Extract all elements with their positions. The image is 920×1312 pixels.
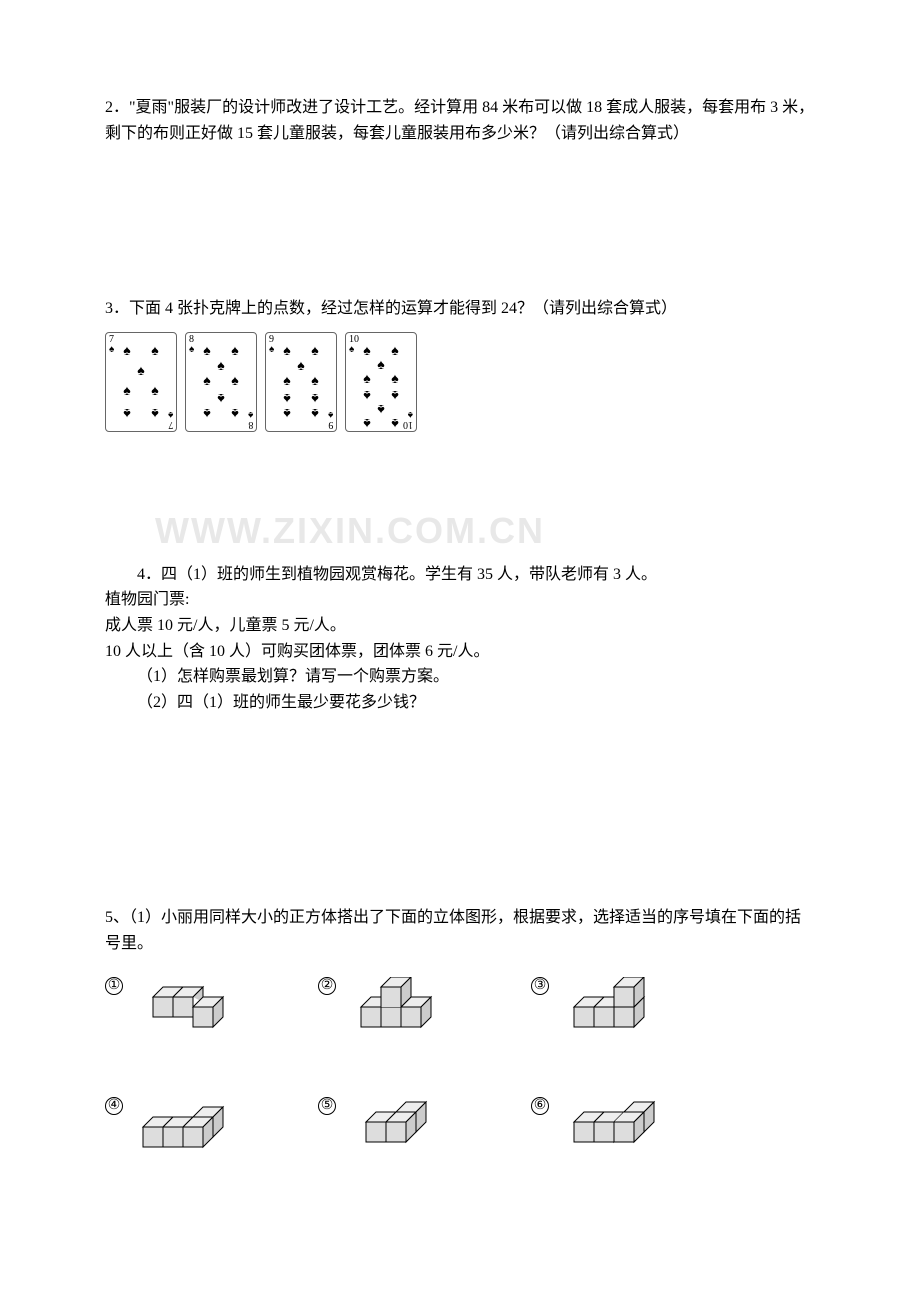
card-corner-label: 8♠ [248,409,253,429]
shape-num: ② [318,977,336,995]
question-5: 5、（1）小丽用同样大小的正方体搭出了下面的立体图形，根据要求，选择适当的序号填… [105,905,815,1156]
shape-3: ③ [531,977,664,1037]
q2-text: 2．"夏雨"服装厂的设计师改进了设计工艺。经计算用 84 米布可以做 18 套成… [105,99,814,142]
cards-row: 7♠ ♠♠ ♠ ♠♠ ♠♠ 7♠ 8♠ ♠♠ ♠ ♠♠ ♠ ♠♠ 8♠ 9♠ ♠… [105,332,815,432]
q4-line4: 10 人以上（含 10 人）可购买团体票，团体票 6 元/人。 [105,639,815,665]
watermark: WWW.ZIXIN.COM.CN [155,502,545,560]
cube-shape-icon [351,977,451,1037]
card-9: 9♠ ♠♠ ♠ ♠♠ ♠♠ ♠♠ 9♠ [265,332,337,432]
cube-shape-icon [564,977,664,1037]
shape-num: ① [105,977,123,995]
shape-num: ⑤ [318,1097,336,1115]
shape-num: ③ [531,977,549,995]
shape-6: ⑥ [531,1097,664,1157]
q4-line2: 植物园门票: [105,587,815,613]
shape-4: ④ [105,1097,238,1157]
card-corner-label: 9♠ [269,335,274,355]
q3-text: 3．下面 4 张扑克牌上的点数，经过怎样的运算才能得到 24？（请列出综合算式） [105,296,815,322]
card-corner-label: 10♠ [403,409,413,429]
question-3: 3．下面 4 张扑克牌上的点数，经过怎样的运算才能得到 24？（请列出综合算式）… [105,296,815,432]
shape-5: ⑤ [318,1097,451,1157]
question-4: 4．四（1）班的师生到植物园观赏梅花。学生有 35 人，带队老师有 3 人。 植… [105,562,815,716]
card-corner-label: 7♠ [109,335,114,355]
q4-sub1: （1）怎样购票最划算？请写一个购票方案。 [105,664,815,690]
q4-sub2: （2）四（1）班的师生最少要花多少钱？ [105,690,815,716]
cube-shape-icon [138,1097,238,1157]
q4-line3: 成人票 10 元/人，儿童票 5 元/人。 [105,613,815,639]
shape-1: ① [105,977,238,1037]
cube-shape-icon [138,977,238,1037]
card-corner-label: 10♠ [349,335,359,355]
shapes-grid: ① ② [105,977,815,1157]
cube-shape-icon [351,1097,451,1157]
shape-num: ④ [105,1097,123,1115]
cube-shape-icon [564,1097,664,1157]
shape-num: ⑥ [531,1097,549,1115]
card-corner-label: 9♠ [328,409,333,429]
question-2: 2．"夏雨"服装厂的设计师改进了设计工艺。经计算用 84 米布可以做 18 套成… [105,95,815,146]
card-7: 7♠ ♠♠ ♠ ♠♠ ♠♠ 7♠ [105,332,177,432]
card-8: 8♠ ♠♠ ♠ ♠♠ ♠ ♠♠ 8♠ [185,332,257,432]
card-corner-label: 8♠ [189,335,194,355]
q4-line1: 4．四（1）班的师生到植物园观赏梅花。学生有 35 人，带队老师有 3 人。 [105,562,815,588]
card-corner-label: 7♠ [168,409,173,429]
card-10: 10♠ ♠♠ ♠ ♠♠ ♠♠ ♠ ♠♠ 10♠ [345,332,417,432]
q5-text: 5、（1）小丽用同样大小的正方体搭出了下面的立体图形，根据要求，选择适当的序号填… [105,905,815,956]
shape-2: ② [318,977,451,1037]
